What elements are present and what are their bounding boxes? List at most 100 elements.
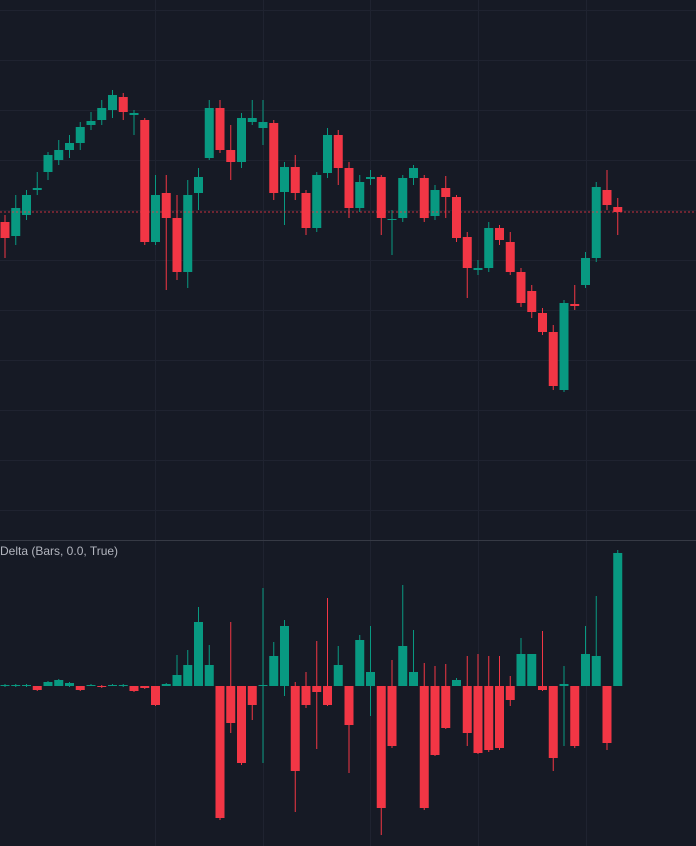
indicator-title: Delta (Bars, 0.0, True): [0, 544, 118, 558]
candle-body: [237, 118, 246, 162]
candle-body: [591, 187, 601, 258]
candle-body: [215, 686, 225, 818]
candle-body: [495, 686, 504, 748]
candle-body: [140, 686, 150, 688]
candle-body: [591, 656, 601, 686]
candle-body: [473, 686, 483, 753]
candle-body: [462, 686, 472, 733]
candle-body: [226, 150, 236, 162]
candle-body: [118, 685, 128, 686]
candle-body: [290, 167, 300, 193]
candle-body: [108, 685, 117, 686]
candle-body: [194, 622, 203, 686]
candle-body: [161, 684, 171, 686]
candle-body: [172, 218, 182, 272]
candle-body: [54, 150, 64, 160]
candle-body: [570, 304, 580, 306]
candle-body: [419, 178, 429, 218]
candle-body: [0, 222, 10, 238]
candle-body: [387, 219, 397, 220]
candle-body: [312, 686, 322, 692]
candle-body: [495, 228, 504, 240]
candle-body: [75, 686, 85, 690]
candle-body: [97, 686, 107, 687]
candle-body: [441, 686, 451, 728]
candle-body: [505, 242, 515, 272]
candle-body: [527, 654, 537, 686]
candle-body: [441, 188, 451, 197]
candle-body: [43, 682, 53, 686]
candle-body: [355, 640, 365, 686]
candle-body: [32, 686, 42, 690]
candle-body: [97, 108, 107, 120]
candle-body: [301, 193, 311, 228]
candle-body: [333, 135, 343, 168]
candle-body: [548, 332, 558, 386]
candle-body: [65, 143, 74, 150]
candle-body: [452, 197, 461, 238]
candle-body: [86, 685, 96, 686]
candle-body: [140, 120, 150, 242]
candle-body: [366, 672, 375, 686]
candle-body: [226, 686, 236, 723]
candle-body: [151, 686, 160, 705]
candle-body: [269, 123, 279, 193]
candle-body: [204, 665, 214, 686]
candle-body: [0, 685, 10, 686]
candle-body: [86, 121, 96, 125]
candle-body: [54, 680, 64, 686]
candle-body: [344, 686, 354, 725]
candle-body: [559, 303, 569, 390]
candle-body: [151, 195, 160, 242]
candle-body: [376, 177, 386, 218]
candle-body: [355, 182, 365, 208]
candle-body: [204, 108, 214, 158]
candle-body: [11, 208, 21, 236]
candle-body: [258, 685, 268, 686]
candle-body: [387, 686, 397, 746]
candle-body: [430, 686, 440, 755]
candle-body: [344, 168, 354, 208]
candle-body: [516, 654, 526, 686]
candle-body: [237, 686, 246, 763]
candle-body: [22, 195, 31, 215]
candle-body: [452, 680, 461, 686]
candle-body: [430, 190, 440, 216]
candle-body: [484, 228, 494, 268]
candle-body: [32, 188, 42, 190]
candle-body: [538, 313, 547, 332]
candle-body: [602, 686, 612, 743]
candle-body: [323, 686, 332, 705]
candle-body: [11, 685, 21, 686]
candle-body: [613, 553, 623, 686]
candle-body: [65, 683, 74, 686]
candle-body: [280, 167, 289, 192]
candle-body: [129, 686, 139, 691]
candle-body: [301, 686, 311, 705]
candle-body: [290, 686, 300, 771]
candle-body: [538, 686, 547, 690]
candle-body: [312, 175, 322, 228]
candle-body: [161, 193, 171, 218]
candle-body: [366, 177, 375, 179]
candle-body: [473, 268, 483, 270]
candle-body: [22, 685, 31, 686]
candle-body: [333, 665, 343, 686]
candle-body: [419, 686, 429, 808]
candle-body: [215, 108, 225, 150]
candle-body: [398, 178, 408, 218]
candle-body: [247, 118, 257, 122]
candle-body: [269, 656, 279, 686]
candle-body: [183, 195, 193, 272]
candle-body: [43, 155, 53, 172]
candle-body: [581, 258, 590, 285]
candle-body: [183, 665, 193, 686]
candle-body: [118, 97, 128, 112]
candle-body: [323, 135, 332, 173]
candle-body: [409, 672, 418, 686]
candle-body: [505, 686, 515, 700]
candle-body: [409, 168, 418, 178]
candle-body: [570, 686, 580, 746]
candle-body: [194, 177, 203, 193]
